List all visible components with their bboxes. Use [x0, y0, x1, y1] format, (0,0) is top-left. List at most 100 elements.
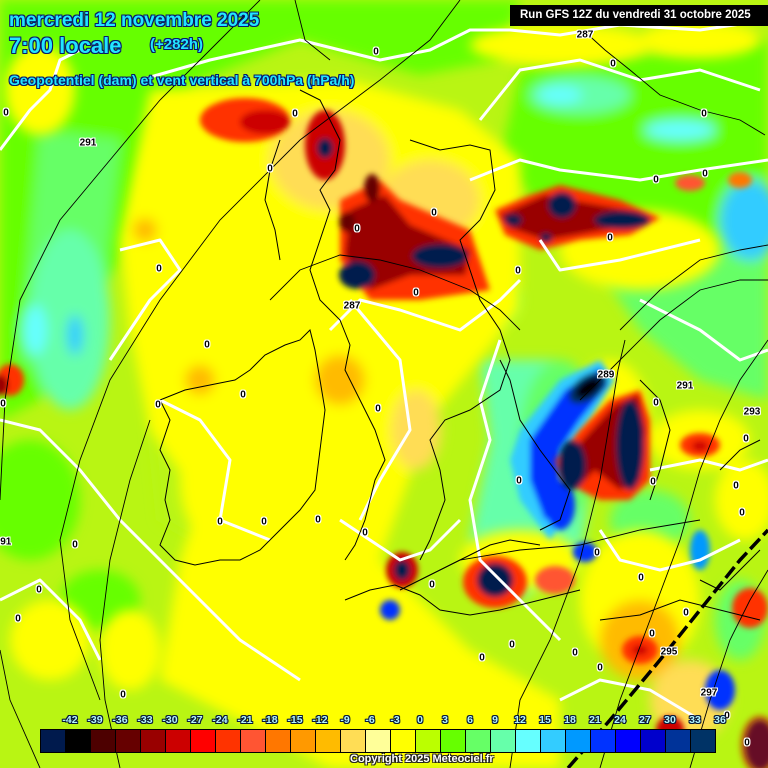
colorbar-segment	[491, 730, 516, 752]
parameter-title: Geopotentiel (dam) et vent vertical à 70…	[9, 72, 355, 88]
zero-contour-label: 0	[375, 403, 381, 415]
zero-contour-label: 0	[72, 539, 78, 551]
zero-contour-label: 0	[572, 647, 578, 659]
colorbar-tick-label: -24	[212, 714, 228, 726]
zero-contour-label: 0	[429, 579, 435, 591]
zero-contour-label: 0	[292, 108, 298, 120]
geopotential-label: 293	[743, 406, 761, 418]
zero-contour-label: 0	[413, 287, 419, 299]
colorbar-segment	[466, 730, 491, 752]
colorbar-segment	[416, 730, 441, 752]
geopotential-label: 287	[343, 300, 361, 312]
zero-contour-label: 0	[509, 639, 515, 651]
colorbar-segment	[116, 730, 141, 752]
colorbar-segment	[666, 730, 691, 752]
colorbar-segment	[441, 730, 466, 752]
colorbar-tick-label: 21	[589, 714, 601, 726]
colorbar-tick-label: 15	[539, 714, 551, 726]
geopotential-label: 291	[676, 380, 694, 392]
colorbar-segment	[366, 730, 391, 752]
colorbar-segment	[91, 730, 116, 752]
colorbar-tick-label: -33	[137, 714, 153, 726]
colorbar-segment	[216, 730, 241, 752]
zero-contour-label: 0	[607, 232, 613, 244]
colorbar-segment	[166, 730, 191, 752]
colorbar-tick-label: 30	[664, 714, 676, 726]
zero-contour-label: 0	[36, 584, 42, 596]
zero-contour-label: 0	[653, 397, 659, 409]
colorbar-tick-label: -18	[262, 714, 278, 726]
zero-contour-label: 0	[204, 339, 210, 351]
zero-contour-label: 0	[362, 527, 368, 539]
geopotential-label: 289	[597, 369, 615, 381]
zero-contour-label: 0	[739, 507, 745, 519]
colorbar-tick-label: -15	[287, 714, 303, 726]
zero-contour-label: 0	[156, 263, 162, 275]
colorbar-tick-label: -3	[390, 714, 400, 726]
colorbar	[40, 729, 716, 753]
colorbar-tick-label: 6	[467, 714, 473, 726]
colorbar-segment	[391, 730, 416, 752]
colorbar-segment	[591, 730, 616, 752]
colorbar-tick-label: -21	[237, 714, 253, 726]
zero-contour-label: 0	[594, 547, 600, 559]
zero-contour-label: 0	[683, 607, 689, 619]
colorbar-tick-label: 0	[417, 714, 423, 726]
zero-contour-label: 0	[515, 265, 521, 277]
colorbar-tick-label: 24	[614, 714, 626, 726]
colorbar-tick-label: 12	[514, 714, 526, 726]
geopotential-label: 287	[576, 29, 594, 41]
colorbar-segment	[316, 730, 341, 752]
colorbar-tick-label: -42	[62, 714, 78, 726]
colorbar-segment	[266, 730, 291, 752]
zero-contour-label: 0	[653, 174, 659, 186]
zero-contour-label: 0	[610, 58, 616, 70]
geopotential-label: 295	[660, 646, 678, 658]
forecast-time: 7:00 locale	[9, 33, 122, 58]
run-info-banner: Run GFS 12Z du vendredi 31 octobre 2025	[510, 5, 768, 26]
colorbar-segment	[641, 730, 666, 752]
colorbar-tick-label: -39	[87, 714, 103, 726]
colorbar-segment	[616, 730, 641, 752]
colorbar-segment	[516, 730, 541, 752]
colorbar-tick-label: 33	[689, 714, 701, 726]
zero-contour-label: 0	[373, 46, 379, 58]
zero-contour-label: 0	[240, 389, 246, 401]
forecast-date: mercredi 12 novembre 2025	[9, 10, 260, 31]
colorbar-tick-label: 9	[492, 714, 498, 726]
colorbar-tick-label: -27	[187, 714, 203, 726]
colorbar-segment	[141, 730, 166, 752]
colorbar-tick-label: -9	[340, 714, 350, 726]
zero-contour-label: 0	[516, 475, 522, 487]
zero-contour-label: 0	[650, 476, 656, 488]
colorbar-tick-label: -36	[112, 714, 128, 726]
colorbar-tick-label: -12	[312, 714, 328, 726]
zero-contour-label: 0	[649, 628, 655, 640]
colorbar-tick-label: -6	[365, 714, 375, 726]
zero-contour-label: 0	[743, 433, 749, 445]
forecast-lead-time: (+282h)	[150, 36, 203, 53]
zero-contour-label: 0	[261, 516, 267, 528]
colorbar-segment	[541, 730, 566, 752]
zero-contour-label: 0	[3, 107, 9, 119]
colorbar-segment	[41, 730, 66, 752]
zero-contour-label: 0	[724, 710, 730, 722]
colorbar-tick-label: 18	[564, 714, 576, 726]
geopotential-label: 297	[700, 687, 718, 699]
zero-contour-label: 0	[0, 398, 6, 410]
colorbar-segment	[66, 730, 91, 752]
colorbar-tick-label: 27	[639, 714, 651, 726]
run-info-text: Run GFS 12Z du vendredi 31 octobre 2025	[520, 9, 751, 21]
copyright-notice: Copyright 2025 Meteociel.fr	[350, 753, 494, 765]
geopotential-label: 291	[79, 137, 97, 149]
zero-contour-label: 0	[155, 399, 161, 411]
colorbar-tick-label: 36	[714, 714, 726, 726]
zero-contour-label: 0	[267, 163, 273, 175]
colorbar-segment	[191, 730, 216, 752]
colorbar-segment	[691, 730, 715, 752]
zero-contour-label: 0	[15, 613, 21, 625]
colorbar-segment	[341, 730, 366, 752]
zero-contour-label: 0	[315, 514, 321, 526]
